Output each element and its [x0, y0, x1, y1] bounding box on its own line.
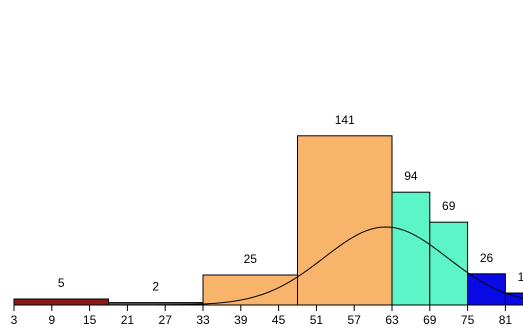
bar-count-label: 5 [58, 276, 65, 290]
x-tick-label: 57 [348, 313, 362, 327]
histogram-bar [429, 221, 469, 306]
x-tick-label: 63 [385, 313, 399, 327]
x-tick-label: 33 [196, 313, 210, 327]
x-tick-label: 21 [121, 313, 135, 327]
x-tick-label: 75 [461, 313, 475, 327]
histogram-bar [391, 191, 431, 306]
bar-count-label: 26 [480, 251, 494, 265]
bar-count-label: 69 [442, 199, 456, 213]
x-tick-label: 45 [272, 313, 286, 327]
x-tick-label: 69 [423, 313, 437, 327]
histogram-bar [467, 273, 506, 306]
histogram-bar [202, 274, 298, 306]
bar-count-label: 10 [518, 270, 523, 284]
histogram-bar [504, 292, 523, 306]
x-tick-label: 51 [310, 313, 324, 327]
bar-labels-layer: 5 2 25 141 94 69 26 10 [58, 113, 523, 294]
x-tick-label: 27 [159, 313, 173, 327]
x-axis-ticks: 3 9 15 21 27 33 39 45 51 57 63 69 75 81 [11, 305, 513, 327]
x-tick-label: 3 [11, 313, 18, 327]
bar-count-label: 141 [335, 113, 355, 127]
bar-count-label: 2 [152, 280, 159, 294]
x-tick-label: 81 [499, 313, 513, 327]
bars-layer [13, 135, 523, 306]
x-tick-label: 39 [234, 313, 248, 327]
histogram-bar [13, 298, 109, 306]
x-tick-label: 15 [83, 313, 97, 327]
bar-count-label: 25 [244, 252, 258, 266]
x-tick-label: 9 [48, 313, 55, 327]
histogram-bar [297, 135, 393, 306]
bar-count-label: 94 [404, 169, 418, 183]
